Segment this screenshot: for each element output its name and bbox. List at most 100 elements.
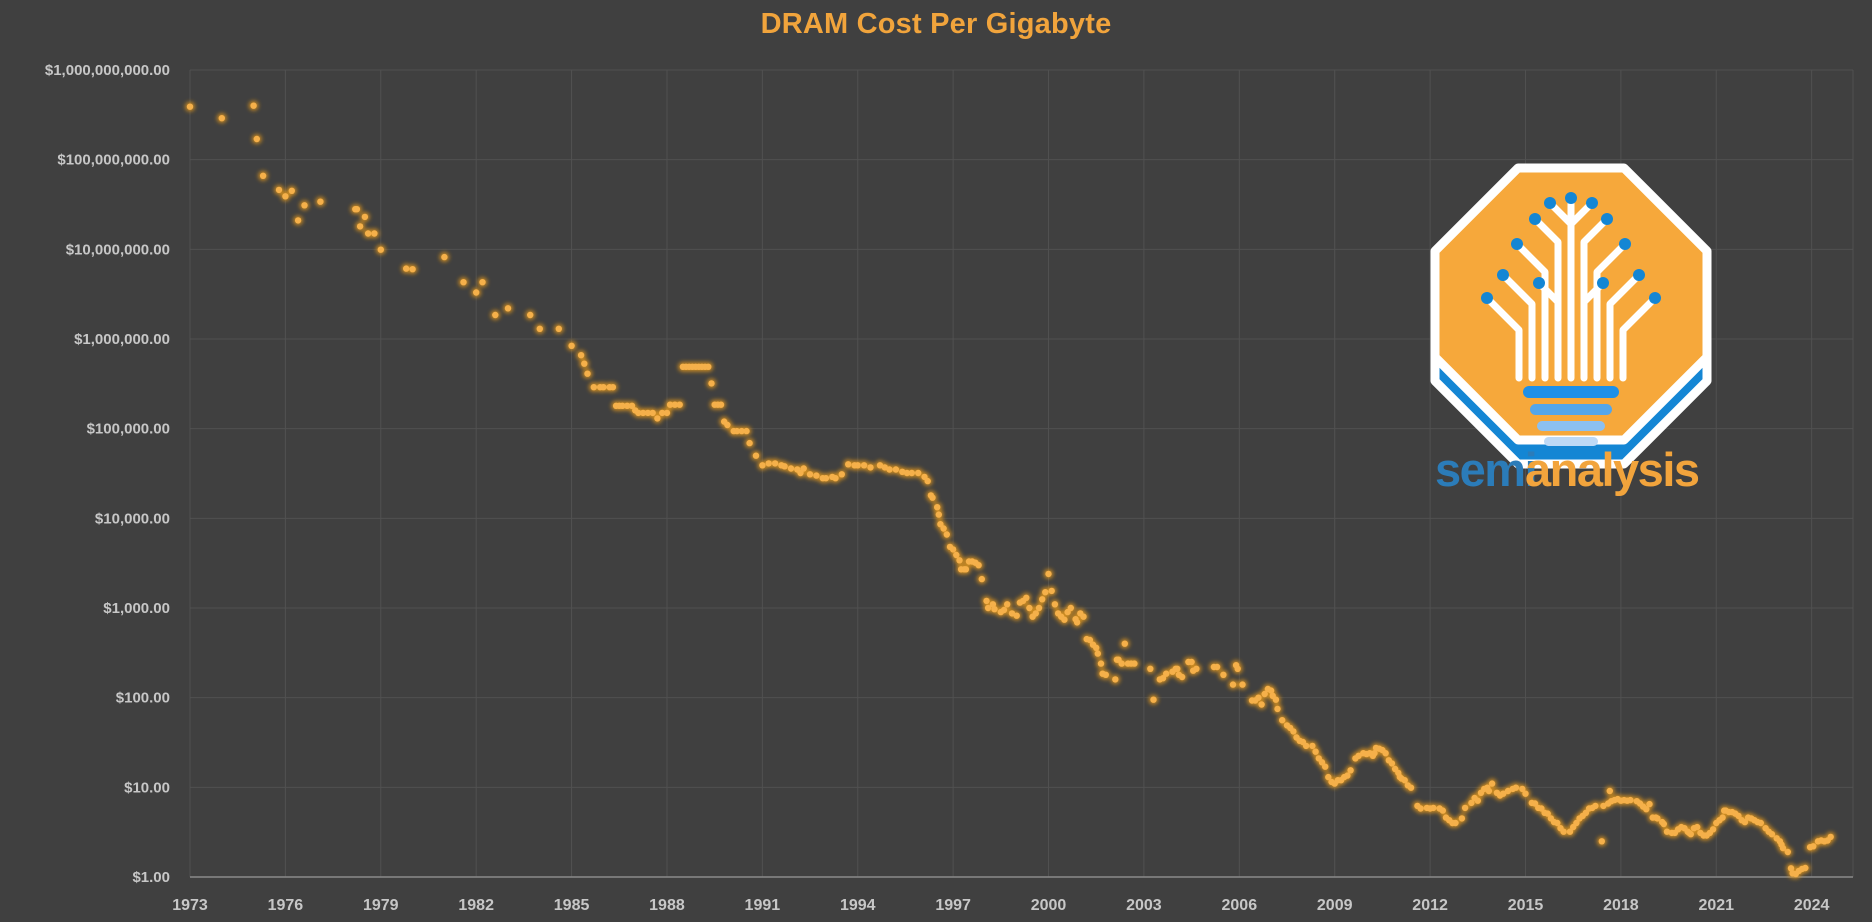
data-point [943,531,950,538]
data-point [1709,826,1717,833]
logo-wordmark-analysis: analysis [1525,443,1699,496]
data-point [555,325,562,332]
data-point [787,465,795,472]
y-axis-labels: $1,000,000,000.00 $100,000,000.00 $10,000,… [45,62,170,886]
data-point [1512,784,1520,791]
data-point [600,384,607,391]
data-point [1787,865,1795,872]
data-point [1094,650,1102,657]
data-point [1093,644,1100,651]
data-point [1309,742,1316,750]
data-point [1193,665,1200,672]
gridlines [189,69,1854,877]
y-tick-label: $1,000.00 [103,600,170,617]
data-point [1382,750,1389,757]
data-point [1784,848,1792,856]
data-point [1566,828,1574,835]
data-point [259,172,267,179]
data-point [1000,606,1008,614]
data-point [1810,843,1817,850]
data-point [527,311,534,319]
data-point [705,363,712,370]
data-point [1522,790,1529,797]
data-point [1004,601,1011,608]
data-point [1452,819,1459,827]
data-point [275,186,283,194]
data-point [409,266,416,273]
x-tick-label: 2009 [1317,897,1353,914]
data-point [800,465,807,472]
data-point [1086,636,1094,644]
data-point [1318,759,1326,766]
data-point [1554,819,1561,827]
data-point [1048,587,1055,595]
data-point [845,461,852,468]
y-tick-label: $1,000,000,000.00 [45,62,170,79]
data-point [1131,660,1138,667]
data-point [1112,676,1119,683]
data-point [813,472,820,479]
data-point [649,409,656,417]
data-point [250,102,257,109]
data-point [317,198,324,205]
data-point [956,557,963,564]
data-point [1267,687,1275,694]
data-point [1600,802,1607,810]
data-point [832,475,839,482]
data-point [746,439,753,447]
data-point [1272,696,1280,703]
data-point [536,325,543,332]
data-point [1768,831,1776,838]
data-point [717,401,725,408]
data-point [479,279,486,286]
data-point [282,193,289,200]
y-tick-label: $100,000.00 [87,421,170,438]
data-point [867,464,874,471]
data-point [1573,819,1580,827]
data-point [876,462,884,469]
data-point [934,504,941,511]
data-point [294,217,302,224]
data-point [733,427,741,435]
data-point [924,477,931,485]
data-point [929,494,936,501]
data-point [1080,613,1087,620]
data-point [1802,864,1809,872]
logo-graphic: semi analysis [1430,163,1712,496]
x-tick-label: 2021 [1698,897,1734,914]
y-tick-label: $1.00 [132,869,170,886]
data-point [1660,820,1668,828]
data-point [975,562,982,569]
semianalysis-logo: semi analysis [1421,154,1721,499]
data-point [441,253,448,261]
data-point [1474,797,1482,804]
y-tick-label: $100.00 [116,690,170,707]
data-point [962,566,970,573]
data-point [1163,670,1170,677]
data-points [186,102,1834,878]
data-point [1097,660,1105,667]
data-point [460,279,467,286]
x-tick-label: 1997 [935,897,971,914]
data-point [1468,799,1475,807]
data-point [1461,804,1469,812]
data-point [644,409,652,417]
data-point [1663,828,1671,835]
data-point [1598,838,1606,845]
data-point [1458,815,1466,822]
data-point [738,427,745,435]
data-point [288,187,295,194]
data-point [1102,671,1110,678]
data-point [1344,772,1351,779]
data-point [1302,742,1310,750]
data-point [1500,790,1507,797]
x-tick-label: 2012 [1412,897,1448,914]
data-point [1355,752,1362,759]
data-point [1485,787,1493,795]
data-point [1643,806,1650,813]
data-point [935,511,942,518]
data-point [1388,760,1396,767]
data-point [619,402,626,409]
data-point [1531,800,1539,807]
data-point [1504,787,1512,795]
